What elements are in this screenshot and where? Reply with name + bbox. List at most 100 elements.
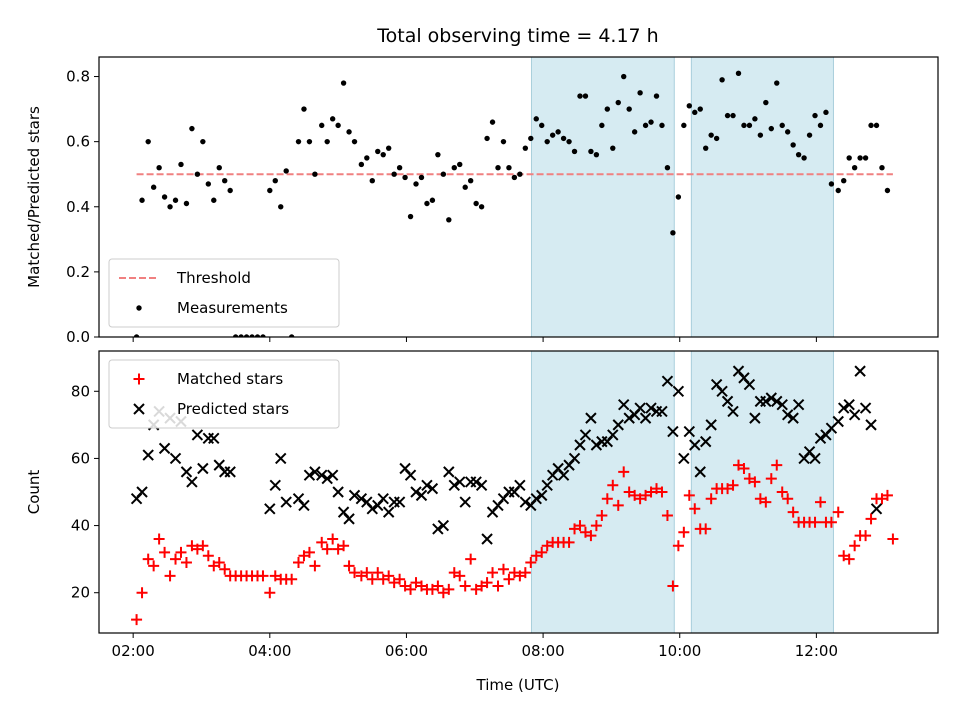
- data-point: [329, 116, 336, 122]
- data-point: [590, 439, 603, 451]
- data-point: [809, 516, 821, 528]
- data-point: [568, 452, 581, 465]
- data-point: [189, 125, 195, 132]
- legend-marker: [133, 403, 145, 415]
- data-point: [319, 122, 325, 129]
- data-point: [448, 479, 460, 491]
- data-point: [511, 174, 518, 181]
- data-point: [779, 122, 785, 129]
- y-tick-label: 0.0: [66, 328, 90, 346]
- data-point: [832, 415, 844, 428]
- data-point: [211, 197, 217, 203]
- legend-marker: [133, 373, 145, 385]
- data-point: [249, 334, 255, 337]
- data-point: [607, 479, 619, 491]
- data-point: [865, 419, 877, 431]
- data-point: [749, 412, 761, 424]
- data-point: [172, 197, 179, 203]
- data-point: [544, 138, 550, 145]
- data-point: [487, 567, 499, 579]
- data-point: [170, 553, 182, 565]
- data-point: [571, 148, 578, 155]
- data-point: [887, 533, 899, 545]
- data-point: [667, 425, 679, 438]
- data-point: [454, 476, 466, 488]
- data-point: [264, 503, 276, 515]
- data-point: [264, 587, 276, 599]
- data-point: [324, 138, 330, 145]
- data-point: [539, 122, 545, 129]
- data-point: [396, 164, 403, 171]
- data-point: [854, 365, 866, 377]
- data-point: [835, 187, 841, 194]
- data-point: [678, 526, 690, 538]
- data-point: [549, 132, 556, 138]
- data-point: [601, 493, 613, 505]
- data-point: [457, 161, 463, 168]
- data-point: [415, 489, 428, 502]
- data-point: [612, 419, 624, 431]
- data-point: [865, 513, 877, 525]
- data-point: [167, 204, 173, 210]
- data-point: [618, 466, 630, 478]
- data-point: [435, 151, 441, 158]
- data-point: [164, 570, 176, 582]
- legend-label: Threshold: [176, 269, 251, 287]
- data-point: [782, 493, 794, 505]
- data-point: [391, 171, 397, 177]
- data-point: [421, 479, 433, 491]
- data-point: [746, 122, 753, 129]
- data-point: [814, 432, 827, 444]
- data-point: [862, 155, 869, 161]
- data-point: [473, 200, 479, 207]
- data-point: [812, 112, 818, 119]
- data-point: [298, 499, 310, 512]
- y-tick-label: 80: [71, 382, 90, 400]
- legend-marker: [136, 305, 142, 311]
- data-point: [139, 197, 145, 203]
- data-point: [560, 135, 567, 142]
- data-point: [672, 540, 684, 552]
- data-point: [590, 520, 602, 532]
- data-point: [563, 536, 575, 548]
- data-point: [293, 557, 305, 568]
- data-point: [410, 486, 422, 498]
- data-point: [443, 466, 455, 478]
- data-point: [475, 479, 488, 491]
- data-point: [481, 533, 493, 545]
- data-point: [326, 469, 339, 481]
- data-point: [689, 503, 701, 515]
- data-point: [332, 486, 344, 498]
- data-point: [713, 135, 720, 142]
- data-point: [161, 194, 168, 200]
- data-point: [366, 573, 378, 585]
- data-point: [849, 540, 861, 552]
- data-point: [528, 135, 534, 142]
- data-point: [771, 395, 783, 408]
- data-point: [656, 486, 668, 498]
- data-point: [175, 546, 187, 558]
- data-point: [283, 168, 289, 174]
- data-point: [432, 523, 444, 535]
- data-point: [784, 129, 791, 135]
- data-point: [585, 530, 597, 542]
- data-point: [664, 164, 671, 171]
- data-point: [437, 519, 450, 532]
- data-point: [703, 145, 709, 151]
- y-axis-label: Matched/Predicted stars: [25, 106, 43, 288]
- legend: Threshold Measurements: [108, 258, 340, 328]
- data-point: [708, 132, 714, 138]
- data-point: [136, 486, 148, 498]
- data-point: [506, 164, 512, 171]
- data-point: [257, 570, 269, 582]
- data-point: [721, 395, 734, 408]
- data-point: [254, 334, 261, 337]
- data-point: [879, 164, 885, 171]
- plot-area: [130, 365, 899, 626]
- data-point: [656, 405, 668, 418]
- data-point: [288, 334, 295, 337]
- data-point: [454, 570, 466, 582]
- data-point: [795, 151, 802, 158]
- data-point: [661, 375, 674, 387]
